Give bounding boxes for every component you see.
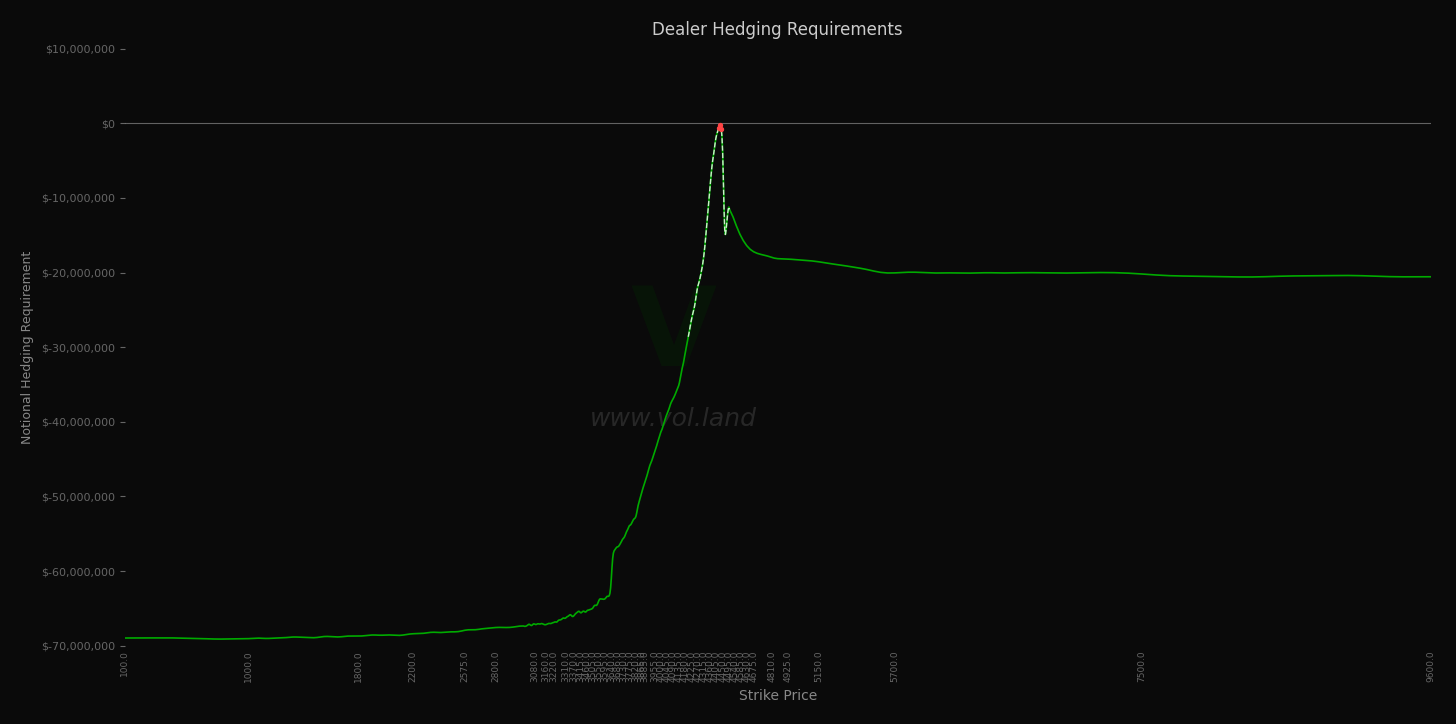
Point xyxy=(706,122,729,134)
Y-axis label: Notional Hedging Requirement: Notional Hedging Requirement xyxy=(20,251,33,444)
Title: Dealer Hedging Requirements: Dealer Hedging Requirements xyxy=(652,21,903,39)
Text: www.vol.land: www.vol.land xyxy=(590,407,757,431)
Point xyxy=(708,119,731,131)
Point xyxy=(709,123,732,135)
Text: V: V xyxy=(630,282,716,389)
X-axis label: Strike Price: Strike Price xyxy=(738,689,817,703)
